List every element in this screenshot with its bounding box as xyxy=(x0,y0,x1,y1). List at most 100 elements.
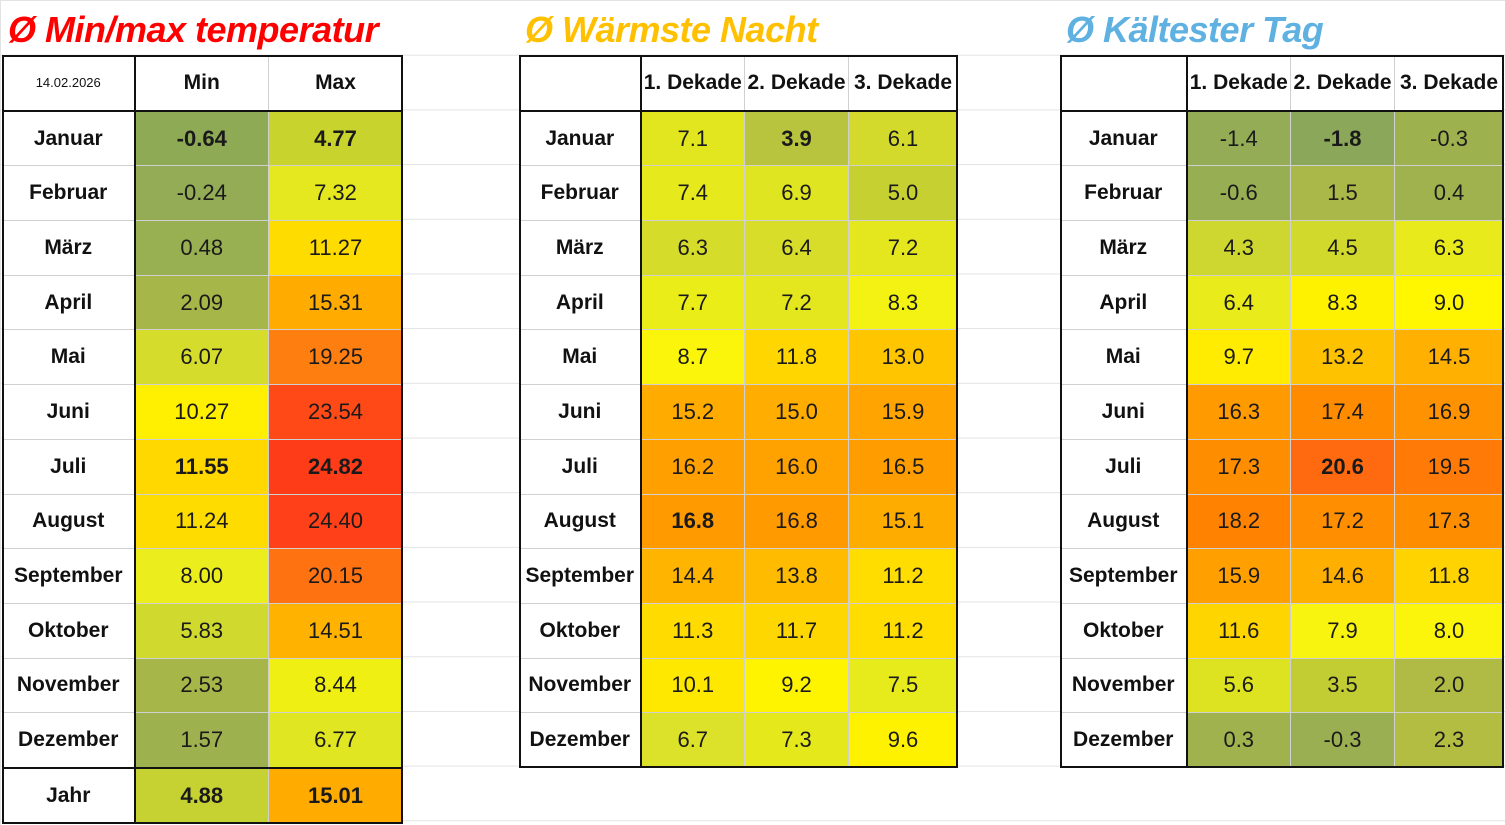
date-cell[interactable]: 14.02.2026 xyxy=(2,54,136,112)
decade-value-cell[interactable]: 15.9 xyxy=(1186,548,1291,604)
decade-value-cell[interactable]: 7.9 xyxy=(1290,602,1395,659)
decade-value-cell[interactable]: 9.2 xyxy=(744,657,849,714)
decade-value-cell[interactable]: 11.6 xyxy=(1186,602,1291,659)
decade-value-cell[interactable]: 4.3 xyxy=(1186,220,1291,276)
decade-value-cell[interactable]: 11.3 xyxy=(640,602,745,659)
header-decade-2[interactable]: 2. Dekade xyxy=(744,54,849,112)
year-min-cell[interactable]: 4.88 xyxy=(134,767,269,824)
decade-value-cell[interactable]: 7.2 xyxy=(744,274,849,331)
max-value-cell[interactable]: 11.27 xyxy=(268,220,403,276)
decade-value-cell[interactable]: 6.3 xyxy=(1394,220,1504,276)
month-cell[interactable]: Januar xyxy=(519,110,642,167)
month-cell[interactable]: Dezember xyxy=(2,712,136,769)
month-cell[interactable]: Juni xyxy=(2,384,136,440)
decade-value-cell[interactable]: 17.2 xyxy=(1290,493,1395,550)
header-max[interactable]: Max xyxy=(268,54,403,112)
min-value-cell[interactable]: 2.09 xyxy=(134,274,269,331)
header-decade-2[interactable]: 2. Dekade xyxy=(1290,54,1395,112)
decade-value-cell[interactable]: -1.4 xyxy=(1186,110,1291,167)
header-decade-1[interactable]: 1. Dekade xyxy=(1186,54,1291,112)
decade-value-cell[interactable]: 11.8 xyxy=(1394,548,1504,604)
corner-cell[interactable] xyxy=(519,54,642,112)
decade-value-cell[interactable]: 2.0 xyxy=(1394,657,1504,714)
decade-value-cell[interactable]: 9.7 xyxy=(1186,329,1291,386)
decade-value-cell[interactable]: 0.4 xyxy=(1394,165,1504,222)
month-cell[interactable]: März xyxy=(519,220,642,276)
decade-value-cell[interactable]: 8.7 xyxy=(640,329,745,386)
month-cell[interactable]: Juli xyxy=(1060,438,1188,495)
min-value-cell[interactable]: 2.53 xyxy=(134,657,269,714)
decade-value-cell[interactable]: 6.4 xyxy=(744,220,849,276)
month-cell[interactable]: April xyxy=(519,274,642,331)
max-value-cell[interactable]: 8.44 xyxy=(268,657,403,714)
decade-value-cell[interactable]: 7.2 xyxy=(848,220,958,276)
decade-value-cell[interactable]: 11.2 xyxy=(848,602,958,659)
decade-value-cell[interactable]: 15.2 xyxy=(640,384,745,440)
decade-value-cell[interactable]: 16.8 xyxy=(640,493,745,550)
month-cell[interactable]: Mai xyxy=(1060,329,1188,386)
decade-value-cell[interactable]: 13.2 xyxy=(1290,329,1395,386)
decade-value-cell[interactable]: 8.3 xyxy=(848,274,958,331)
min-value-cell[interactable]: 1.57 xyxy=(134,712,269,769)
decade-value-cell[interactable]: 11.8 xyxy=(744,329,849,386)
decade-value-cell[interactable]: 16.2 xyxy=(640,438,745,495)
min-value-cell[interactable]: -0.64 xyxy=(134,110,269,167)
decade-value-cell[interactable]: -0.3 xyxy=(1394,110,1504,167)
month-cell[interactable]: November xyxy=(519,657,642,714)
max-value-cell[interactable]: 24.40 xyxy=(268,493,403,550)
decade-value-cell[interactable]: 6.1 xyxy=(848,110,958,167)
max-value-cell[interactable]: 19.25 xyxy=(268,329,403,386)
decade-value-cell[interactable]: -0.6 xyxy=(1186,165,1291,222)
decade-value-cell[interactable]: 7.4 xyxy=(640,165,745,222)
decade-value-cell[interactable]: 16.9 xyxy=(1394,384,1504,440)
max-value-cell[interactable]: 14.51 xyxy=(268,602,403,659)
corner-cell[interactable] xyxy=(1060,54,1188,112)
min-value-cell[interactable]: 5.83 xyxy=(134,602,269,659)
decade-value-cell[interactable]: -1.8 xyxy=(1290,110,1395,167)
min-value-cell[interactable]: 8.00 xyxy=(134,548,269,604)
month-cell[interactable]: März xyxy=(2,220,136,276)
max-value-cell[interactable]: 15.31 xyxy=(268,274,403,331)
decade-value-cell[interactable]: 20.6 xyxy=(1290,438,1395,495)
month-cell[interactable]: September xyxy=(1060,548,1188,604)
month-cell[interactable]: August xyxy=(2,493,136,550)
decade-value-cell[interactable]: 7.3 xyxy=(744,712,849,768)
month-cell[interactable]: Januar xyxy=(1060,110,1188,167)
min-value-cell[interactable]: 6.07 xyxy=(134,329,269,386)
decade-value-cell[interactable]: 6.3 xyxy=(640,220,745,276)
month-cell[interactable]: Dezember xyxy=(519,712,642,768)
decade-value-cell[interactable]: 5.6 xyxy=(1186,657,1291,714)
decade-value-cell[interactable]: 3.9 xyxy=(744,110,849,167)
max-value-cell[interactable]: 6.77 xyxy=(268,712,403,769)
header-decade-3[interactable]: 3. Dekade xyxy=(1394,54,1504,112)
month-cell[interactable]: Oktober xyxy=(519,602,642,659)
decade-value-cell[interactable]: 9.0 xyxy=(1394,274,1504,331)
year-max-cell[interactable]: 15.01 xyxy=(268,767,403,824)
decade-value-cell[interactable]: 7.1 xyxy=(640,110,745,167)
month-cell[interactable]: März xyxy=(1060,220,1188,276)
max-value-cell[interactable]: 7.32 xyxy=(268,165,403,222)
decade-value-cell[interactable]: 15.0 xyxy=(744,384,849,440)
decade-value-cell[interactable]: -0.3 xyxy=(1290,712,1395,768)
min-value-cell[interactable]: 11.55 xyxy=(134,438,269,495)
month-cell[interactable]: Februar xyxy=(1060,165,1188,222)
min-value-cell[interactable]: 10.27 xyxy=(134,384,269,440)
decade-value-cell[interactable]: 11.7 xyxy=(744,602,849,659)
month-cell[interactable]: Juni xyxy=(1060,384,1188,440)
month-cell[interactable]: November xyxy=(1060,657,1188,714)
decade-value-cell[interactable]: 2.3 xyxy=(1394,712,1504,768)
decade-value-cell[interactable]: 18.2 xyxy=(1186,493,1291,550)
decade-value-cell[interactable]: 11.2 xyxy=(848,548,958,604)
decade-value-cell[interactable]: 6.9 xyxy=(744,165,849,222)
month-cell[interactable]: Oktober xyxy=(2,602,136,659)
month-cell[interactable]: Januar xyxy=(2,110,136,167)
month-cell[interactable]: April xyxy=(2,274,136,331)
header-decade-1[interactable]: 1. Dekade xyxy=(640,54,745,112)
decade-value-cell[interactable]: 16.5 xyxy=(848,438,958,495)
month-cell[interactable]: September xyxy=(2,548,136,604)
header-min[interactable]: Min xyxy=(134,54,269,112)
decade-value-cell[interactable]: 4.5 xyxy=(1290,220,1395,276)
decade-value-cell[interactable]: 17.4 xyxy=(1290,384,1395,440)
month-cell[interactable]: November xyxy=(2,657,136,714)
decade-value-cell[interactable]: 17.3 xyxy=(1186,438,1291,495)
